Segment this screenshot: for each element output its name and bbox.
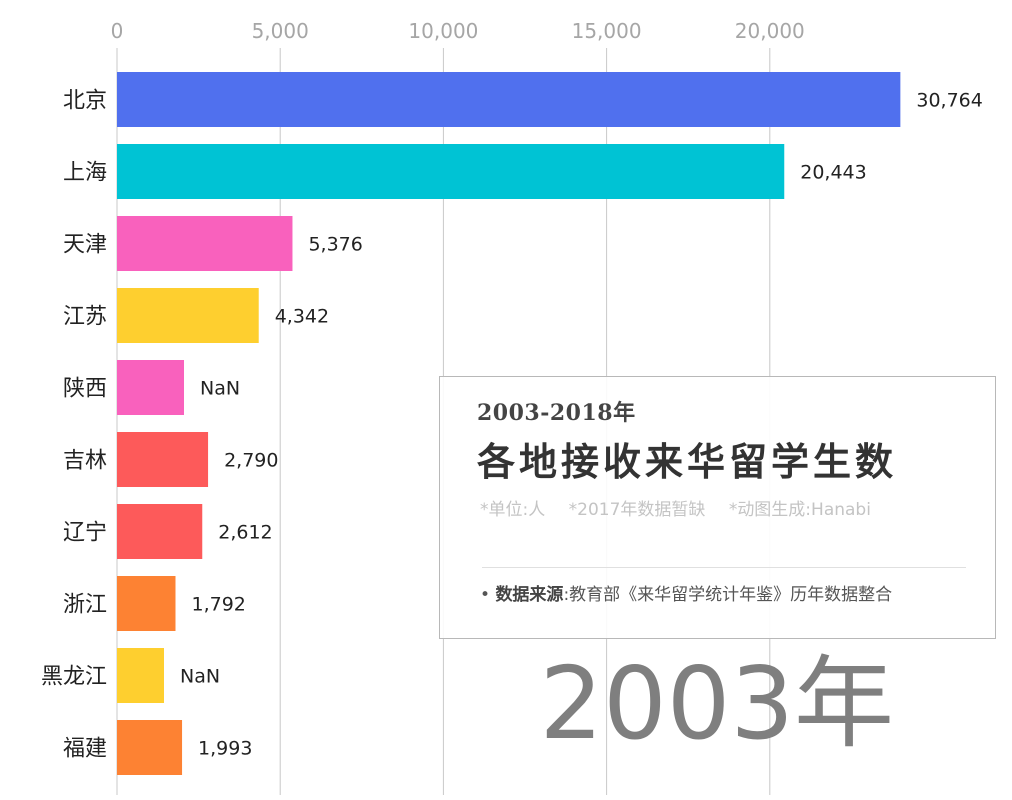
- bar: [117, 648, 164, 703]
- note-generator: *动图生成:Hanabi: [728, 500, 871, 520]
- category-label: 福建: [63, 737, 107, 762]
- bar: [117, 720, 183, 775]
- value-label: 2,790: [224, 450, 278, 472]
- value-label: 2,612: [218, 522, 272, 544]
- bar: [117, 288, 259, 343]
- value-label: NaN: [200, 378, 240, 400]
- value-label: 30,764: [916, 90, 982, 112]
- bar: [117, 504, 203, 559]
- category-label: 辽宁: [63, 521, 107, 546]
- value-label: 20,443: [800, 162, 866, 184]
- category-label: 江苏: [63, 305, 107, 330]
- category-label: 黑龙江: [41, 665, 107, 690]
- bar: [117, 360, 184, 415]
- category-label: 北京: [63, 89, 107, 114]
- x-tick-label: 5,000: [252, 19, 309, 43]
- source-key: 数据来源: [495, 585, 564, 605]
- note-unit: *单位:人: [480, 500, 546, 520]
- x-tick-label: 10,000: [408, 19, 478, 43]
- info-divider: [482, 567, 966, 568]
- chart-title: 各地接收来华留学生数: [477, 439, 898, 484]
- source-bullet: •: [480, 585, 491, 605]
- bar: [117, 144, 785, 199]
- chart-notes: *单位:人 *2017年数据暂缺 *动图生成:Hanabi: [480, 495, 889, 520]
- note-missing-data: *2017年数据暂缺: [568, 500, 706, 520]
- x-tick-label: 20,000: [735, 19, 805, 43]
- category-label: 天津: [63, 233, 107, 258]
- bar: [117, 216, 293, 271]
- value-label: NaN: [180, 666, 220, 688]
- data-source: • 数据来源:教育部《来华留学统计年鉴》历年数据整合: [480, 580, 892, 605]
- bar: [117, 72, 901, 127]
- value-label: 1,993: [198, 738, 252, 760]
- bar: [117, 576, 176, 631]
- x-tick-label: 15,000: [572, 19, 642, 43]
- category-label: 吉林: [63, 449, 107, 474]
- category-label: 陕西: [63, 377, 107, 402]
- source-text: :教育部《来华留学统计年鉴》历年数据整合: [563, 585, 893, 605]
- year-label: 2003年: [539, 645, 895, 762]
- value-label: 5,376: [308, 234, 362, 256]
- info-panel: 2003-2018年 各地接收来华留学生数 *单位:人 *2017年数据暂缺 *…: [439, 376, 996, 639]
- value-label: 1,792: [191, 594, 245, 616]
- value-label: 4,342: [275, 306, 329, 328]
- category-label: 上海: [63, 161, 107, 186]
- bar: [117, 432, 209, 487]
- chart-subtitle: 2003-2018年: [477, 400, 636, 426]
- category-label: 浙江: [63, 593, 107, 618]
- x-tick-label: 0: [111, 19, 124, 43]
